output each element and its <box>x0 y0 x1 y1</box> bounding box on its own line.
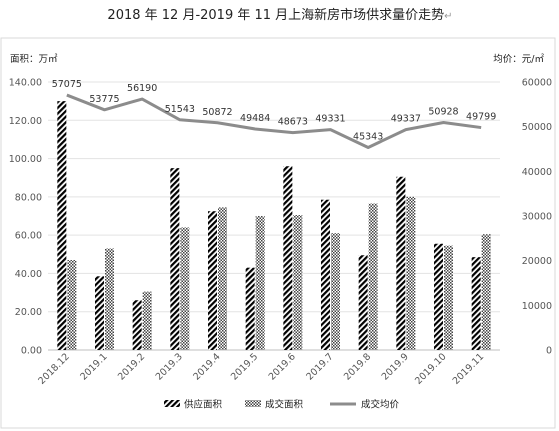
bar-supply-area <box>471 257 481 350</box>
price-data-label: 50928 <box>428 107 458 118</box>
y-right-tick: 50000 <box>522 122 552 133</box>
bars <box>57 101 491 351</box>
price-data-label: 49799 <box>466 112 496 123</box>
price-data-label: 49337 <box>391 114 421 125</box>
y-left-tick: 120.00 <box>9 116 42 127</box>
bar-transaction-area <box>67 260 77 350</box>
x-axis: 2018.12 2019.1 2019.2 2019.3 2019.4 2019.5 201… <box>36 351 486 387</box>
x-tick-label: 2019.8 <box>342 351 373 382</box>
bar-transaction-area <box>293 215 303 350</box>
legend-swatch-transaction <box>245 400 261 407</box>
y-right-tick: 60000 <box>522 78 552 89</box>
y-left-tick: 60.00 <box>15 231 42 242</box>
y-left-axis: 0.00 20.00 40.00 60.00 80.00 100.00 120.00 140.… <box>9 78 42 357</box>
y-right-tick: 40000 <box>522 167 552 178</box>
y-right-tick: 10000 <box>522 301 552 312</box>
y-left-label: 面积：万㎡ <box>10 53 58 65</box>
price-data-label: 57075 <box>52 79 82 90</box>
bar-supply-area <box>170 168 180 350</box>
price-data-label: 48673 <box>278 117 308 128</box>
y-left-tick: 0.00 <box>21 346 42 357</box>
bar-supply-area <box>208 211 217 350</box>
legend: 供应面积 成交面积 成交均价 <box>164 399 400 411</box>
y-right-axis: 0 10000 20000 30000 40000 50000 60000 <box>522 78 552 357</box>
y-left-tick: 20.00 <box>15 307 42 318</box>
x-tick-label: 2019.11 <box>451 351 487 387</box>
x-tick-label: 2019.9 <box>380 351 411 382</box>
y-right-tick: 0 <box>546 346 552 357</box>
plot-frame <box>0 37 556 429</box>
y-right-tick: 30000 <box>522 212 552 223</box>
y-left-tick: 100.00 <box>9 154 42 165</box>
x-tick-label: 2019.1 <box>78 351 109 382</box>
x-tick-label: 2019.5 <box>229 351 260 382</box>
y-left-tick: 140.00 <box>9 78 42 89</box>
y-right-tick: 20000 <box>522 256 552 267</box>
bar-transaction-area <box>218 207 227 350</box>
x-tick-label: 2019.2 <box>116 351 147 382</box>
price-data-label: 50872 <box>202 107 232 118</box>
bar-transaction-area <box>105 248 114 350</box>
bar-transaction-area <box>180 227 190 350</box>
y-left-tick: 40.00 <box>15 269 42 280</box>
price-line <box>66 93 482 149</box>
price-data-label: 53775 <box>89 94 119 105</box>
y-left-tick: 80.00 <box>15 192 42 203</box>
bar-transaction-area <box>255 216 265 350</box>
x-tick-label: 2019.7 <box>304 351 335 382</box>
bar-supply-area <box>132 300 142 350</box>
bar-supply-area <box>434 243 443 350</box>
bar-transaction-area <box>444 245 453 350</box>
bar-supply-area <box>283 166 293 350</box>
price-data-label: 49331 <box>315 114 345 125</box>
price-data-label: 45343 <box>353 131 383 142</box>
bar-supply-area <box>396 176 406 350</box>
x-tick-label: 2018.12 <box>36 351 72 387</box>
bar-transaction-area <box>481 234 491 350</box>
bar-transaction-area <box>331 233 340 350</box>
bar-supply-area <box>245 267 255 350</box>
price-data-label: 49484 <box>240 113 270 124</box>
bar-transaction-area <box>368 203 378 350</box>
price-line-path <box>66 93 482 149</box>
bar-supply-area <box>57 101 67 351</box>
bar-transaction-area <box>142 291 152 350</box>
price-data-label: 56190 <box>127 83 157 94</box>
legend-label-transaction: 成交面积 <box>265 399 304 411</box>
price-labels: 57075 53775 56190 51543 50872 49484 48673 49331… <box>52 79 497 142</box>
legend-swatch-supply <box>164 400 180 407</box>
legend-label-supply: 供应面积 <box>184 399 223 411</box>
price-data-label: 51543 <box>165 104 195 115</box>
bar-supply-area <box>358 255 368 350</box>
x-tick-label: 2019.6 <box>267 351 298 382</box>
grid <box>48 81 500 351</box>
y-right-label: 均价：元/㎡ <box>493 53 544 65</box>
bar-transaction-area <box>406 196 416 350</box>
x-tick-label: 2019.4 <box>191 351 222 382</box>
title-mark: ↵ <box>444 11 452 22</box>
bar-supply-area <box>95 276 104 350</box>
chart-title: 2018 年 12 月-2019 年 11 月上海新房市场供求量价走势↵ <box>107 7 452 23</box>
legend-label-price: 成交均价 <box>361 399 400 411</box>
x-tick-label: 2019.10 <box>413 351 449 387</box>
x-tick-label: 2019.3 <box>154 351 185 382</box>
bar-supply-area <box>321 199 330 350</box>
chart-title-text: 2018 年 12 月-2019 年 11 月上海新房市场供求量价走势 <box>107 7 444 23</box>
